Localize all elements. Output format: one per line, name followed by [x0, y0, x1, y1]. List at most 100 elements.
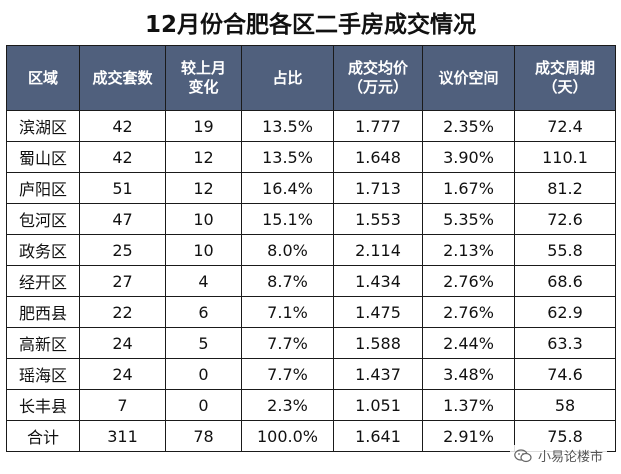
table-cell: 7.7%: [241, 327, 334, 359]
table-cell: 2.44%: [422, 327, 515, 359]
column-header-line: 议价空间: [438, 68, 499, 87]
column-header-line: 变化: [188, 78, 219, 96]
district-cell: 合计: [6, 420, 80, 452]
table-cell: 16.4%: [241, 172, 334, 204]
table-cell: 1.713: [333, 172, 423, 204]
column-header-line: 区域: [27, 68, 58, 87]
table-cell: 24: [79, 358, 166, 390]
table-cell: 1.437: [333, 358, 423, 390]
district-cell: 包河区: [6, 203, 80, 235]
table-cell: 110.1: [514, 141, 616, 173]
column-header-line: 成交套数: [92, 68, 153, 87]
column-header-line: 成交周期: [534, 59, 595, 77]
table-cell: 22: [79, 296, 166, 328]
column-header: 较上月 变化: [165, 45, 242, 111]
table-cell: 63.3: [514, 327, 616, 359]
table-cell: 2.3%: [241, 389, 334, 421]
wechat-icon: [514, 448, 532, 462]
district-cell: 高新区: [6, 327, 80, 359]
table-cell: 68.6: [514, 265, 616, 297]
district-cell: 长丰县: [6, 389, 80, 421]
table-cell: 10: [165, 203, 242, 235]
table-cell: 51: [79, 172, 166, 204]
table-row: 肥西县 22 6 7.1% 1.475 2.76% 62.9: [6, 296, 616, 328]
table-row: 政务区 25 10 8.0% 2.114 2.13% 55.8: [6, 234, 616, 266]
table-cell: 58: [514, 389, 616, 421]
column-header: 成交均价 （万元）: [333, 45, 423, 111]
table-cell: 47: [79, 203, 166, 235]
table-row: 蜀山区 42 12 13.5% 1.648 3.90% 110.1: [6, 141, 616, 173]
column-header-line: 较上月: [180, 59, 226, 77]
table-cell: 6: [165, 296, 242, 328]
page-title: 12月份合肥各区二手房成交情况: [144, 12, 476, 38]
table-cell: 311: [79, 420, 166, 452]
table-row: 滨湖区 42 19 13.5% 1.777 2.35% 72.4: [6, 110, 616, 142]
table-cell: 1.641: [333, 420, 423, 452]
table-cell: 1.777: [333, 110, 423, 142]
district-cell: 蜀山区: [6, 141, 80, 173]
district-cell: 政务区: [6, 234, 80, 266]
table-cell: 19: [165, 110, 242, 142]
header-row: 区域 成交套数 较上月 变化 占比 成交均价 （万元） 议价空间 成交周期 （天）: [6, 45, 616, 111]
table-cell: 15.1%: [241, 203, 334, 235]
table-cell: 81.2: [514, 172, 616, 204]
column-header: 区域: [6, 45, 80, 111]
column-header-line: 占比: [272, 68, 303, 87]
column-header: 成交套数: [79, 45, 166, 111]
column-header: 占比: [241, 45, 334, 111]
table-row: 瑶海区 24 0 7.7% 1.437 3.48% 74.6: [6, 358, 616, 390]
table-cell: 13.5%: [241, 141, 334, 173]
table-cell: 7.7%: [241, 358, 334, 390]
table-cell: 72.4: [514, 110, 616, 142]
table-cell: 3.90%: [422, 141, 515, 173]
table-cell: 5: [165, 327, 242, 359]
table-cell: 2.13%: [422, 234, 515, 266]
table-cell: 24: [79, 327, 166, 359]
table-cell: 0: [165, 389, 242, 421]
table-cell: 7: [79, 389, 166, 421]
table-cell: 13.5%: [241, 110, 334, 142]
table-row: 高新区 24 5 7.7% 1.588 2.44% 63.3: [6, 327, 616, 359]
table-cell: 25: [79, 234, 166, 266]
column-header-line: （天）: [542, 78, 588, 96]
table-cell: 12: [165, 172, 242, 204]
table-cell: 7.1%: [241, 296, 334, 328]
table-cell: 1.434: [333, 265, 423, 297]
column-header: 成交周期 （天）: [514, 45, 616, 111]
table-cell: 0: [165, 358, 242, 390]
table-cell: 1.553: [333, 203, 423, 235]
total-row: 合计 311 78 100.0% 1.641 2.91% 75.8: [6, 420, 616, 452]
table-cell: 2.35%: [422, 110, 515, 142]
table-row: 包河区 47 10 15.1% 1.553 5.35% 72.6: [6, 203, 616, 235]
table-body: 滨湖区 42 19 13.5% 1.777 2.35% 72.4 蜀山区 42 12 13.5% 1.…: [6, 110, 616, 452]
table-row: 经开区 27 4 8.7% 1.434 2.76% 68.6: [6, 265, 616, 297]
table-cell: 2.114: [333, 234, 423, 266]
table-cell: 10: [165, 234, 242, 266]
table-cell: 55.8: [514, 234, 616, 266]
column-header: 议价空间: [422, 45, 515, 111]
table-cell: 4: [165, 265, 242, 297]
watermark: 小易论楼市: [509, 445, 607, 466]
table-cell: 72.6: [514, 203, 616, 235]
district-cell: 经开区: [6, 265, 80, 297]
table-cell: 2.91%: [422, 420, 515, 452]
table-cell: 78: [165, 420, 242, 452]
table-cell: 1.475: [333, 296, 423, 328]
table-cell: 2.76%: [422, 296, 515, 328]
transaction-table: 区域 成交套数 较上月 变化 占比 成交均价 （万元） 议价空间 成交周期 （天） 滨湖区 42 19…: [6, 45, 616, 452]
column-header-line: （万元）: [347, 78, 408, 96]
district-cell: 瑶海区: [6, 358, 80, 390]
table-cell: 42: [79, 141, 166, 173]
table-cell: 62.9: [514, 296, 616, 328]
table-cell: 5.35%: [422, 203, 515, 235]
table-cell: 1.588: [333, 327, 423, 359]
watermark-text: 小易论楼市: [537, 450, 603, 465]
table-row: 长丰县 7 0 2.3% 1.051 1.37% 58: [6, 389, 616, 421]
table-cell: 12: [165, 141, 242, 173]
table-cell: 2.76%: [422, 265, 515, 297]
table-cell: 1.648: [333, 141, 423, 173]
table-cell: 8.0%: [241, 234, 334, 266]
district-cell: 滨湖区: [6, 110, 80, 142]
table-cell: 100.0%: [241, 420, 334, 452]
table-cell: 74.6: [514, 358, 616, 390]
